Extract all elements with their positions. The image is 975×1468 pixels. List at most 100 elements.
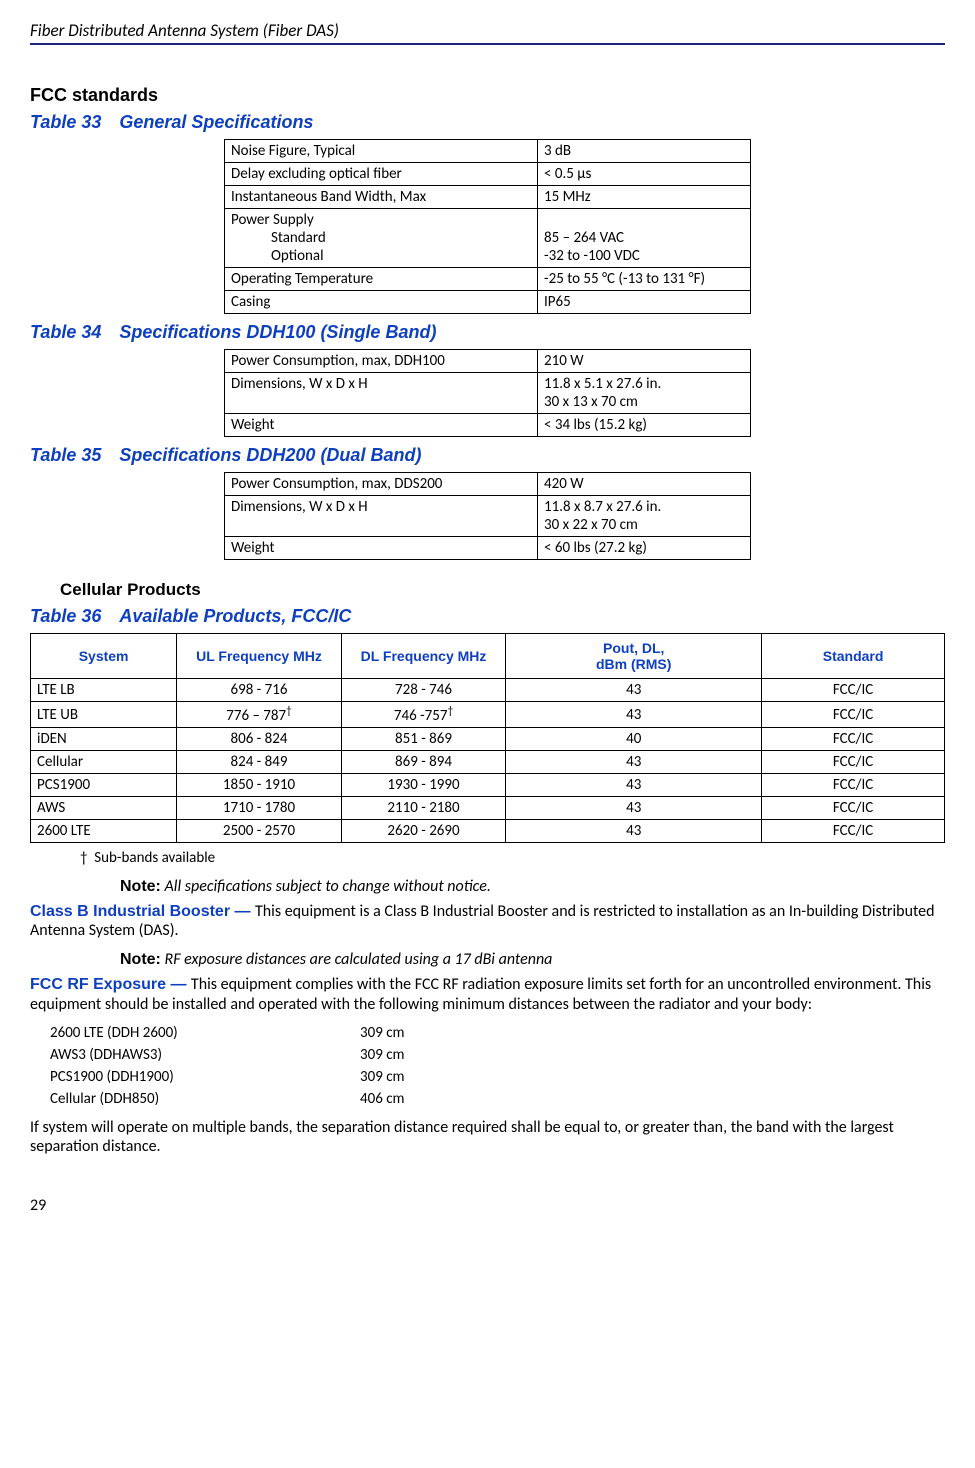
spec-value: IP65 [538,291,751,314]
para-class-b: Class B Industrial Booster — This equipm… [30,902,945,940]
table-row: Cellular 824 - 849 869 - 894 43 FCC/IC [31,751,945,774]
cell: 2110 - 2180 [341,797,506,820]
col-standard: Standard [762,634,945,679]
cell: 776 – 787† [177,702,342,728]
cell: 824 - 849 [177,751,342,774]
spec-value-line: 11.8 x 5.1 x 27.6 in. [544,375,661,393]
spec-value: 11.8 x 5.1 x 27.6 in. 30 x 13 x 70 cm [538,373,751,414]
cell: PCS1900 [31,774,177,797]
cell: 43 [506,679,762,702]
table36-title: Available Products, FCC/IC [119,606,351,626]
table-row: Dimensions, W x D x H 11.8 x 5.1 x 27.6 … [225,373,751,414]
spec-label-sub: Optional [231,247,531,265]
table-row: Instantaneous Band Width, Max 15 MHz [225,186,751,209]
note-rf-exposure: Note: RF exposure distances are calculat… [120,950,945,969]
table-row: PCS1900 (DDH1900) 309 cm [50,1066,415,1088]
col-ul-freq: UL Frequency MHz [177,634,342,679]
table33-number: Table 33 [30,112,101,133]
para-fcc-rf: FCC RF Exposure — This equipment complie… [30,975,945,1013]
table-row: Cellular (DDH850) 406 cm [50,1088,415,1110]
distance-label: Cellular (DDH850) [50,1088,360,1110]
cell: FCC/IC [762,774,945,797]
spec-value: < 60 lbs (27.2 kg) [538,537,751,560]
spec-label: Weight [225,537,538,560]
cell: 43 [506,702,762,728]
table-row: Noise Figure, Typical 3 dB [225,140,751,163]
heading-fcc-rf: FCC RF Exposure — [30,976,191,993]
spec-value-line: 30 x 13 x 70 cm [544,393,638,411]
table36: System UL Frequency MHz DL Frequency MHz… [30,633,945,843]
cell: 806 - 824 [177,728,342,751]
spec-label: Casing [225,291,538,314]
spec-label: Noise Figure, Typical [225,140,538,163]
spec-value: -25 to 55 °C (-13 to 131 °F) [538,268,751,291]
distance-value: 309 cm [360,1066,415,1088]
note-body: All specifications subject to change wit… [165,877,491,896]
cell: 43 [506,797,762,820]
table-row: Power Supply Standard Optional 85 – 264 … [225,209,751,268]
cell: 43 [506,751,762,774]
cell: LTE UB [31,702,177,728]
distance-label: AWS3 (DDHAWS3) [50,1044,360,1066]
distance-value: 309 cm [360,1044,415,1066]
table-row: LTE LB 698 - 716 728 - 746 43 FCC/IC [31,679,945,702]
cell: 1930 - 1990 [341,774,506,797]
spec-value: 11.8 x 8.7 x 27.6 in. 30 x 22 x 70 cm [538,496,751,537]
cell: 2600 LTE [31,820,177,843]
cell: FCC/IC [762,679,945,702]
spec-label-sub: Standard [231,229,531,247]
table-row: iDEN 806 - 824 851 - 869 40 FCC/IC [31,728,945,751]
section-cellular-products: Cellular Products [60,580,945,600]
spec-label: Delay excluding optical fiber [225,163,538,186]
section-fcc-standards: FCC standards [30,85,945,106]
distance-value: 406 cm [360,1088,415,1110]
spec-value: 3 dB [538,140,751,163]
table34-caption: Table 34Specifications DDH100 (Single Ba… [30,322,945,343]
distance-value: 309 cm [360,1022,415,1044]
spec-label: Dimensions, W x D x H [225,496,538,537]
footnote-mark: † [80,849,87,867]
table34-title: Specifications DDH100 (Single Band) [119,322,436,342]
cell: LTE LB [31,679,177,702]
running-header: Fiber Distributed Antenna System (Fiber … [30,20,945,45]
spec-label-main: Power Supply [231,211,314,229]
cell: Cellular [31,751,177,774]
distance-label: 2600 LTE (DDH 2600) [50,1022,360,1044]
table-row: 2600 LTE (DDH 2600) 309 cm [50,1022,415,1044]
table35-number: Table 35 [30,445,101,466]
col-system: System [31,634,177,679]
table33-title: General Specifications [119,112,313,132]
table36-number: Table 36 [30,606,101,627]
table35: Power Consumption, max, DDS200 420 W Dim… [224,472,751,560]
table35-title: Specifications DDH200 (Dual Band) [119,445,421,465]
spec-value: 210 W [538,350,751,373]
table-row: Power Consumption, max, DDH100 210 W [225,350,751,373]
heading-class-b: Class B Industrial Booster — [30,903,255,920]
table-row: Power Consumption, max, DDS200 420 W [225,473,751,496]
spec-value: 15 MHz [538,186,751,209]
spec-label: Power Consumption, max, DDH100 [225,350,538,373]
spec-label: Weight [225,414,538,437]
cell: 728 - 746 [341,679,506,702]
cell: 40 [506,728,762,751]
table-row: Casing IP65 [225,291,751,314]
footnote-text: Sub-bands available [94,849,215,867]
col-dl-freq: DL Frequency MHz [341,634,506,679]
note-spec-change: Note: All specifications subject to chan… [120,877,945,896]
spec-label: Instantaneous Band Width, Max [225,186,538,209]
cell: 869 - 894 [341,751,506,774]
table-row: LTE UB 776 – 787† 746 -757† 43 FCC/IC [31,702,945,728]
distances-table: 2600 LTE (DDH 2600) 309 cm AWS3 (DDHAWS3… [50,1022,415,1110]
spec-value-line: -32 to -100 VDC [544,247,640,265]
cell: FCC/IC [762,797,945,820]
spec-value: < 0.5 µs [538,163,751,186]
spec-value-line: 30 x 22 x 70 cm [544,516,638,534]
table34: Power Consumption, max, DDH100 210 W Dim… [224,349,751,437]
cell: 43 [506,774,762,797]
note-body: RF exposure distances are calculated usi… [165,950,553,969]
cell: FCC/IC [762,751,945,774]
table36-caption: Table 36 Available Products, FCC/IC [30,606,945,627]
cell: 2500 - 2570 [177,820,342,843]
col-pout: Pout, DL,dBm (RMS) [506,634,762,679]
distance-label: PCS1900 (DDH1900) [50,1066,360,1088]
